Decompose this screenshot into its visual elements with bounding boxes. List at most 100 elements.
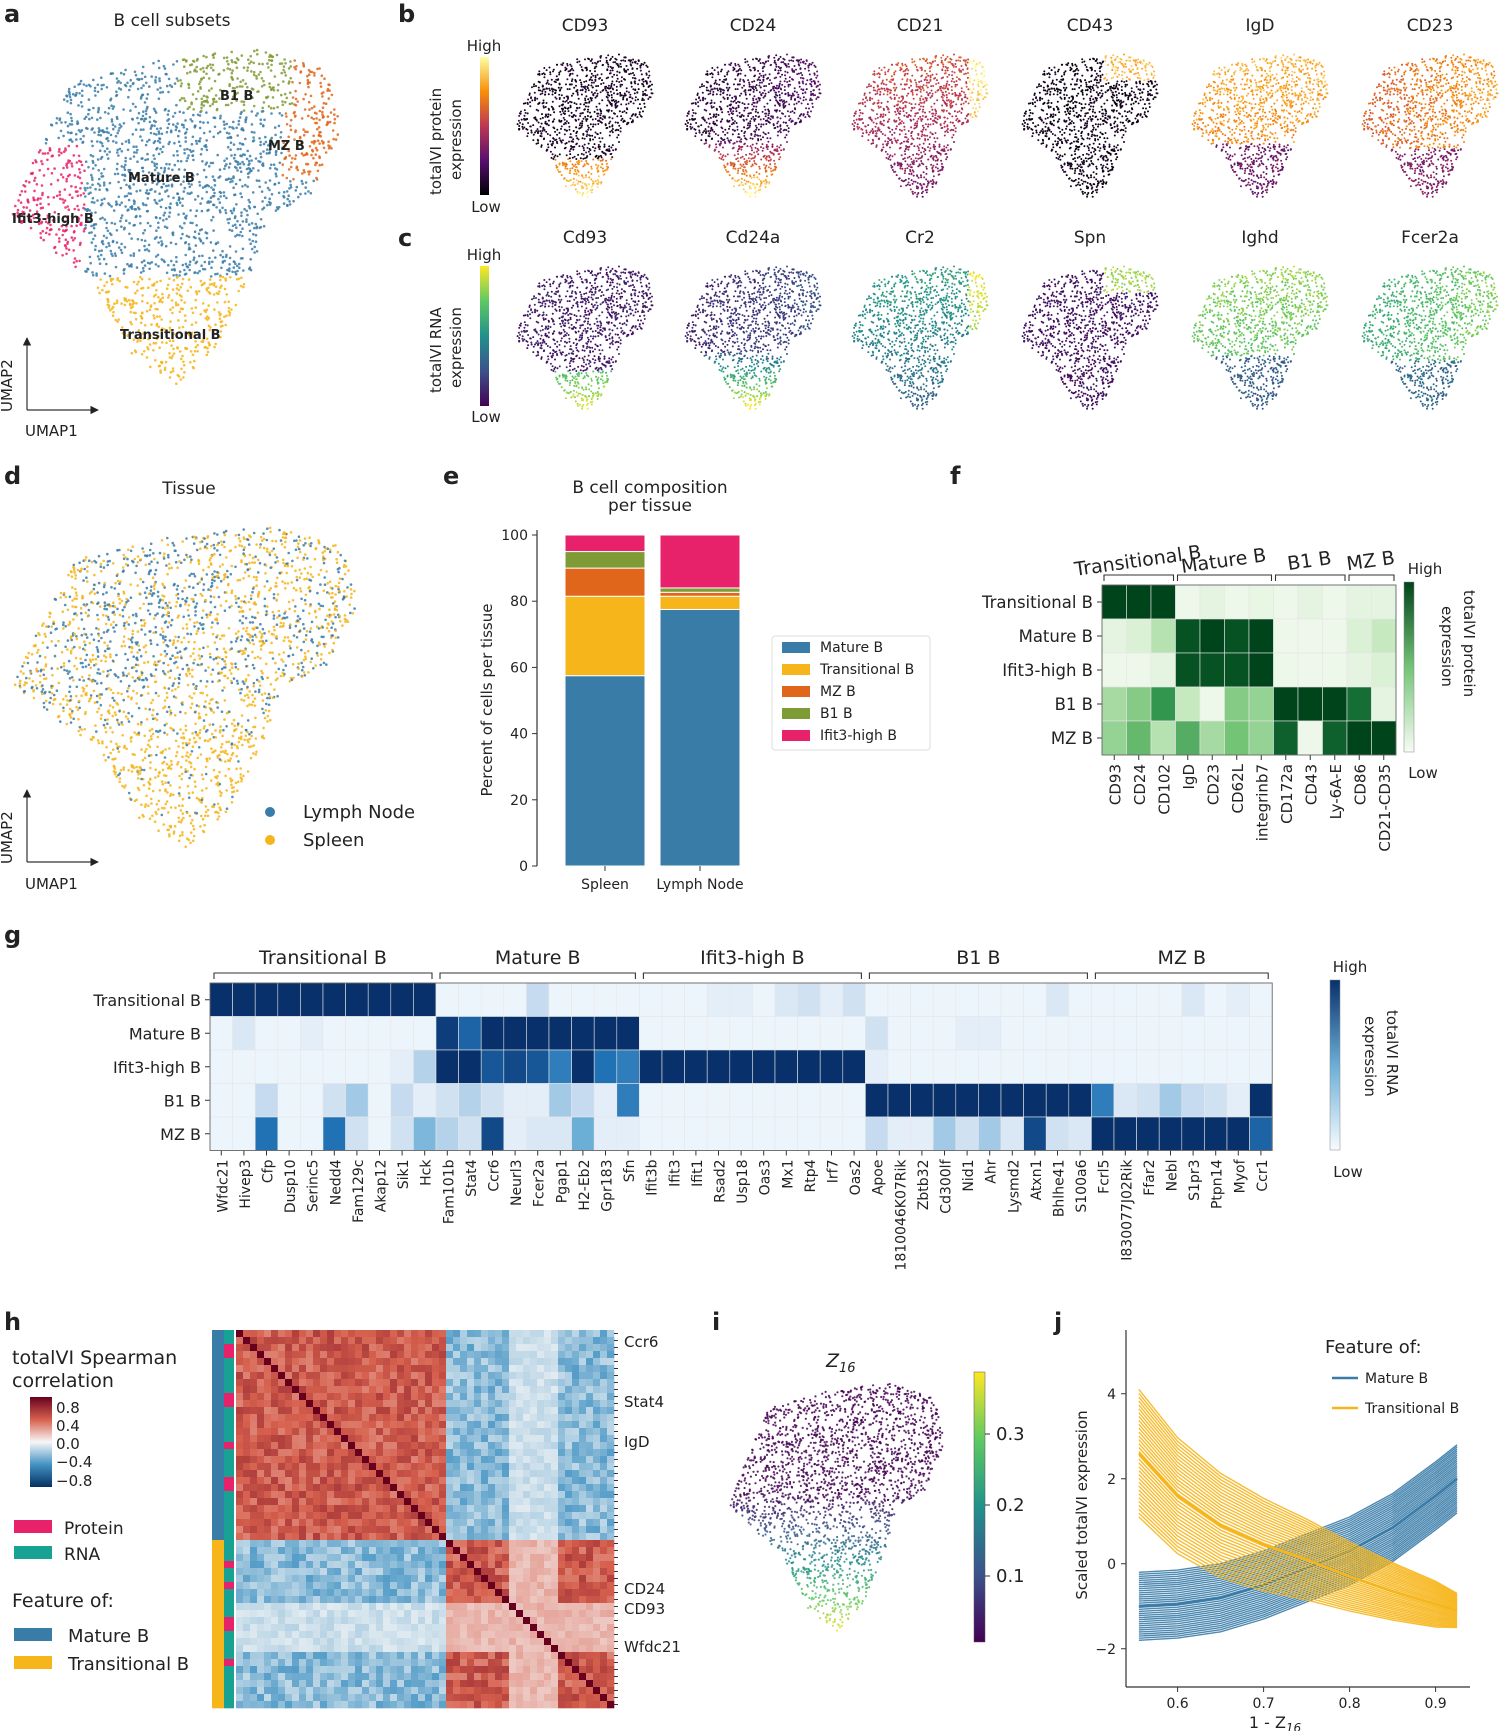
heatmap-h-feature-bar — [212, 1589, 224, 1597]
panel-f-colorbar — [1403, 581, 1415, 753]
heatmap-g-cell — [209, 982, 233, 1017]
heatmap-h-modality-bar — [224, 1561, 234, 1569]
heatmap-f-cell — [1175, 618, 1201, 654]
heatmap-g-cell — [548, 1049, 572, 1084]
chart-j-ytick-label: −2 — [1095, 1642, 1116, 1658]
chart-j-line — [1138, 1474, 1458, 1617]
heatmap-g-cell — [571, 1116, 595, 1151]
heatmap-h-modality-bar — [224, 1701, 234, 1709]
heatmap-g-cell — [1249, 982, 1273, 1017]
heatmap-g-cell — [1181, 1083, 1205, 1118]
heatmap-h-modality-bar — [224, 1673, 234, 1681]
heatmap-g-cell — [571, 1083, 595, 1118]
bar-ifit3-high-b — [659, 534, 741, 589]
heatmap-g-cell — [955, 982, 979, 1017]
chart-j-line — [1138, 1408, 1458, 1600]
heatmap-g-cell — [661, 1049, 685, 1084]
panel-i-colorbar — [973, 1371, 986, 1643]
heatmap-h-feature-bar — [212, 1561, 224, 1569]
heatmap-h-modality-bar — [224, 1351, 234, 1359]
heatmap-g-cell — [684, 982, 708, 1017]
heatmap-g-cell — [842, 1049, 866, 1084]
heatmap-g-cell — [1068, 1016, 1092, 1051]
heatmap-g-cell — [639, 1083, 663, 1118]
heatmap-h-modality-bar — [224, 1344, 234, 1352]
heatmap-h-feature-bar — [212, 1407, 224, 1415]
heatmap-h-feature-bar — [212, 1617, 224, 1625]
heatmap-h-feature-bar — [212, 1414, 224, 1422]
heatmap-h-feature-bar — [212, 1428, 224, 1436]
heatmap-f-col-label: CD21-CD35 — [1376, 764, 1394, 852]
heatmap-g-cell — [1158, 1016, 1183, 1051]
heatmap-g-cell — [1204, 1016, 1228, 1051]
heatmap-f-cell — [1248, 584, 1274, 620]
legend-mature: Mature B — [68, 1626, 149, 1647]
heatmap-f-col-label: CD86 — [1351, 764, 1369, 805]
heatmap-g-cell — [526, 1049, 550, 1084]
panel-label-i: i — [712, 1308, 720, 1336]
chart-j-line — [1138, 1458, 1458, 1613]
heatmap-g-cell — [729, 1049, 753, 1084]
rna-umap-points — [684, 265, 822, 410]
heatmap-g-cell — [254, 1083, 279, 1118]
heatmap-h-row-label: Ccr6 — [624, 1333, 658, 1351]
cluster-label-b1: B1 B — [220, 89, 253, 104]
chart-j-ytick-label: 0 — [1107, 1557, 1116, 1573]
heatmap-f-cell — [1101, 686, 1127, 722]
chart-e-legend-label: Transitional B — [819, 662, 914, 678]
heatmap-g-cell — [254, 1116, 279, 1151]
heatmap-g-cell — [1204, 982, 1228, 1017]
heatmap-g-cell — [254, 1049, 279, 1084]
rna-marker-title: Fcer2a — [1401, 228, 1459, 248]
heatmap-g-cell — [277, 1016, 301, 1051]
chart-j-line — [1138, 1400, 1458, 1598]
chart-j-legend-mature: Mature B — [1365, 1371, 1428, 1387]
panel-f-cbar-label-2: expression — [1438, 606, 1456, 687]
heatmap-g-cell — [684, 1116, 708, 1151]
heatmap-g-cell — [345, 982, 369, 1017]
heatmap-h-modality-bar — [224, 1603, 234, 1611]
heatmap-g-cell — [797, 1083, 821, 1118]
heatmap-g-cell — [413, 982, 437, 1017]
heatmap-g-cell — [1068, 1049, 1092, 1084]
heatmap-g-cell — [1136, 1049, 1160, 1084]
chart-j-line — [1138, 1419, 1458, 1603]
heatmap-g-cell — [390, 1049, 414, 1084]
heatmap-f-cell — [1126, 720, 1152, 756]
heatmap-g-col-label: I830077J02Rik — [1119, 1159, 1135, 1261]
heatmap-g-cell — [706, 1016, 731, 1051]
heatmap-g-cell — [345, 1016, 369, 1051]
umap-tissue-scatter — [13, 526, 356, 849]
chart-e-legend-swatch — [782, 642, 810, 653]
heatmap-g-cell — [684, 1049, 708, 1084]
heatmap-h-feature-bar — [212, 1666, 224, 1674]
panel-g-colorbar — [1329, 979, 1341, 1151]
legend-mature-swatch — [14, 1628, 52, 1641]
panel-label-c: c — [398, 224, 412, 252]
heatmap-g-cell — [413, 1016, 437, 1051]
heatmap-g-cell — [232, 982, 256, 1017]
heatmap-g-col-label: Oas3 — [758, 1160, 774, 1196]
heatmap-g-group-bracket — [1094, 972, 1269, 979]
heatmap-h-feature-bar — [212, 1351, 224, 1359]
rna-umap-2: Cr2 — [851, 228, 989, 410]
rna-umap-1: Cd24a — [684, 228, 822, 410]
heatmap-f-cell — [1126, 652, 1152, 688]
panel-a-title: B cell subsets — [114, 11, 231, 31]
protein-umap-points — [516, 53, 654, 198]
heatmap-g-cell — [774, 1016, 798, 1051]
heatmap-g-cell — [729, 1083, 753, 1118]
heatmap-f-row-label: Transitional B — [981, 593, 1093, 612]
heatmap-g-cell — [1045, 982, 1070, 1017]
chart-j-line — [1138, 1452, 1458, 1582]
heatmap-g-col-label: S100a6 — [1074, 1159, 1090, 1212]
umap1-label-d: UMAP1 — [25, 875, 78, 893]
chart-j-ytick-label: 2 — [1107, 1472, 1116, 1488]
heatmap-g-cell — [774, 1116, 798, 1151]
panel-i-tick-01: 0.1 — [996, 1566, 1025, 1587]
protein-umap-2: CD21 — [851, 16, 989, 198]
heatmap-g-cell — [1023, 1083, 1047, 1118]
rna-marker-heatmap: Transitional B Mature B Ifit3-high B B1 B MZ… — [92, 947, 1273, 1271]
heatmap-f-group-label: MZ B — [1345, 547, 1396, 576]
